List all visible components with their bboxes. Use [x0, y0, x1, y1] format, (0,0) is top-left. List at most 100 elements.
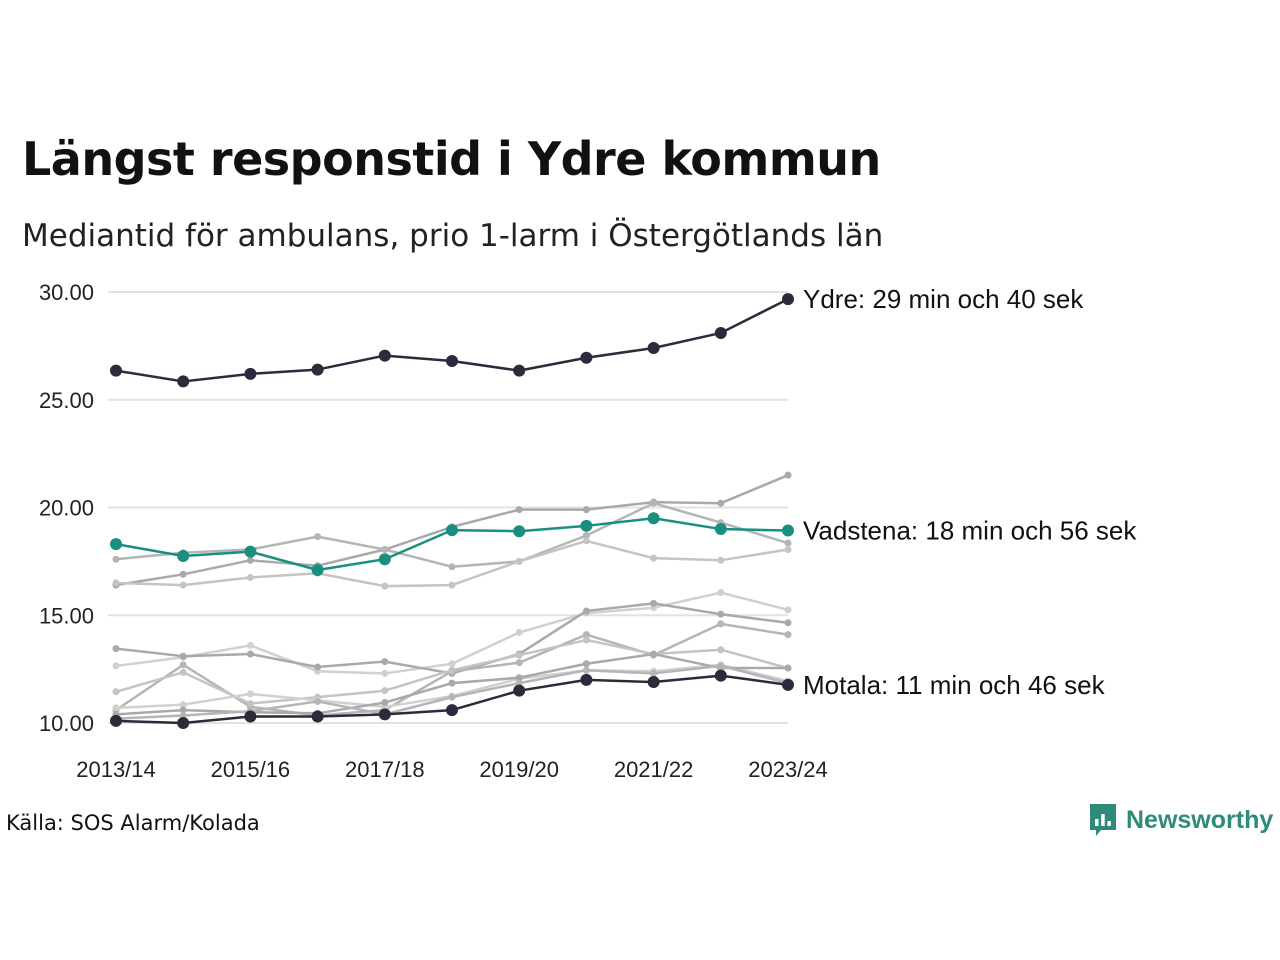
chart-subtitle: Mediantid för ambulans, prio 1-larm i Ös…	[22, 218, 884, 254]
series-point	[717, 620, 725, 628]
motala-point	[782, 678, 794, 691]
source-note: Källa: SOS Alarm/Kolada	[6, 811, 260, 835]
series-point	[582, 636, 590, 644]
series-point	[179, 652, 187, 660]
series-point	[246, 641, 254, 649]
series-point	[515, 679, 523, 687]
series-point	[650, 599, 658, 607]
series-point	[784, 619, 792, 627]
ydre-point	[714, 326, 727, 339]
series-point	[246, 650, 254, 658]
series-point	[314, 697, 322, 705]
series-point	[448, 660, 456, 668]
motala-point	[513, 684, 526, 697]
series-point	[112, 688, 120, 696]
series-point	[179, 701, 187, 709]
ydre-point	[110, 364, 122, 377]
vadstena-point	[378, 553, 391, 566]
motala-point	[446, 704, 458, 717]
series-point	[717, 589, 725, 597]
series-point	[650, 499, 658, 507]
motala-label: Motala: 11 min och 46 sek	[803, 670, 1106, 700]
series-point	[582, 660, 590, 668]
ydre-point	[311, 363, 324, 376]
vadstena-point	[782, 524, 794, 537]
series-point	[179, 581, 187, 589]
vadstena-point	[110, 538, 122, 551]
motala-point	[177, 717, 190, 729]
series-point	[717, 662, 725, 670]
series-point	[179, 570, 187, 578]
motala-point	[714, 669, 727, 682]
series-point	[717, 610, 725, 618]
series-point	[448, 563, 456, 571]
x-tick-label: 2015/16	[211, 757, 291, 782]
series-point	[448, 581, 456, 589]
series-labels: Ydre: 29 min och 40 sek Vadstena: 18 min …	[803, 284, 1137, 700]
series-point	[381, 699, 389, 707]
series-point	[246, 690, 254, 698]
y-tick-label: 10.00	[39, 711, 94, 736]
ydre-point	[782, 293, 794, 306]
series-point	[582, 631, 590, 639]
series-point	[246, 556, 254, 564]
gridlines	[108, 291, 788, 724]
series-point	[784, 471, 792, 479]
ydre-point	[513, 364, 526, 377]
vadstena-point	[714, 523, 727, 536]
series-point	[582, 607, 590, 615]
x-tick-label: 2023/24	[748, 757, 828, 782]
series-point	[179, 706, 187, 714]
series-point	[515, 628, 523, 636]
y-axis-ticks: 10.00 15.00 20.00 25.00 30.00	[39, 280, 94, 736]
series-point	[314, 533, 322, 541]
series-point	[515, 674, 523, 682]
series-point	[650, 669, 658, 677]
ydre-point	[647, 342, 660, 355]
series-point	[515, 659, 523, 667]
series-point	[314, 663, 322, 671]
ydre-point	[244, 367, 257, 380]
series-point	[246, 574, 254, 582]
series-point	[650, 554, 658, 562]
vadstena-point	[513, 525, 526, 538]
series-point	[381, 546, 389, 554]
x-tick-label: 2021/22	[614, 757, 694, 782]
series-point	[784, 631, 792, 639]
brand-name: Newsworthy	[1126, 805, 1274, 834]
series-point	[448, 679, 456, 687]
vadstena-point	[647, 512, 660, 525]
series-point	[784, 664, 792, 672]
motala-point	[110, 714, 122, 727]
series-point	[112, 704, 120, 712]
vadstena-point	[177, 549, 190, 562]
series-point	[515, 506, 523, 514]
motala-point	[311, 710, 324, 723]
series-point	[448, 693, 456, 701]
series-point	[179, 711, 187, 719]
ydre-point	[177, 375, 190, 388]
series-point	[784, 539, 792, 547]
series-point	[246, 700, 254, 708]
series-point	[784, 546, 792, 554]
series-point	[179, 661, 187, 669]
ydre-label: Ydre: 29 min och 40 sek	[803, 284, 1084, 314]
series-point	[650, 650, 658, 658]
series-point	[381, 582, 389, 590]
y-tick-label: 20.00	[39, 496, 94, 521]
series-point	[515, 557, 523, 565]
background-series	[112, 471, 792, 723]
y-tick-label: 15.00	[39, 603, 94, 628]
series-point	[515, 651, 523, 659]
series-point	[582, 506, 590, 514]
newsworthy-brand[interactable]: Newsworthy	[1088, 802, 1273, 838]
motala-point	[378, 708, 391, 721]
series-point	[784, 606, 792, 614]
x-tick-label: 2017/18	[345, 757, 425, 782]
series-point	[448, 666, 456, 674]
ydre-point	[580, 351, 593, 364]
motala-point	[647, 676, 660, 689]
x-tick-label: 2013/14	[76, 757, 156, 782]
highlight-series	[110, 293, 794, 729]
